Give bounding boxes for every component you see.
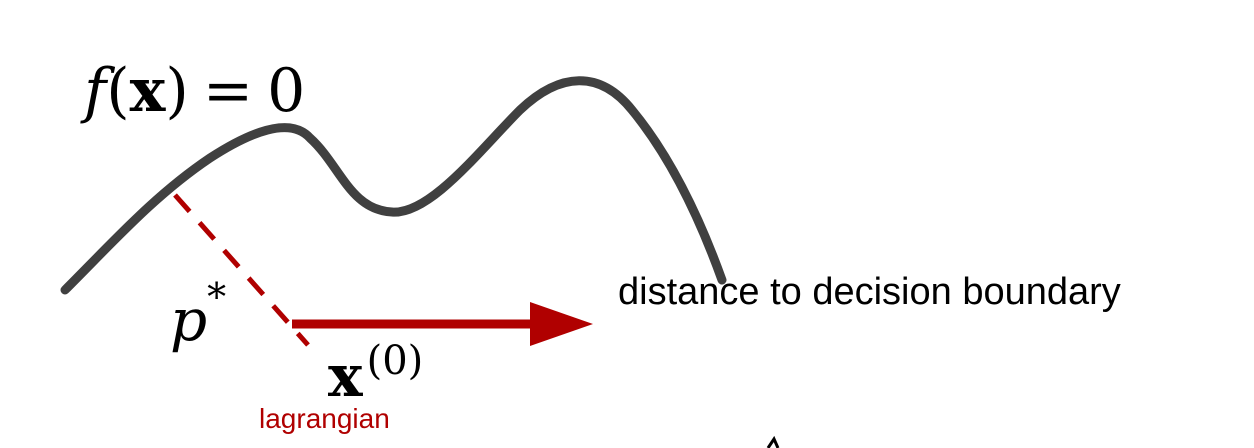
variable-symbol: x	[130, 56, 167, 126]
projection-dashed-line	[173, 193, 310, 347]
point-base: x	[328, 342, 363, 410]
decision-boundary-curve	[60, 76, 727, 295]
point-superscript: (0)	[367, 338, 424, 384]
close-paren: )	[165, 56, 188, 126]
method-label: lagrangian	[259, 403, 390, 434]
projection-label: p*	[170, 275, 226, 354]
equals-sign: =	[203, 56, 253, 126]
stroke-fragment	[766, 435, 780, 448]
projection-superscript: *	[207, 275, 226, 319]
open-paren: (	[106, 56, 129, 126]
arrow-caption: distance to decision boundary	[618, 271, 1121, 313]
point-label: x (0)	[328, 338, 423, 410]
equation-value: 0	[267, 56, 305, 126]
direction-arrow-head	[530, 302, 593, 346]
boundary-equation-label: f(x) = 0	[80, 56, 305, 126]
projection-base: p	[170, 286, 207, 354]
